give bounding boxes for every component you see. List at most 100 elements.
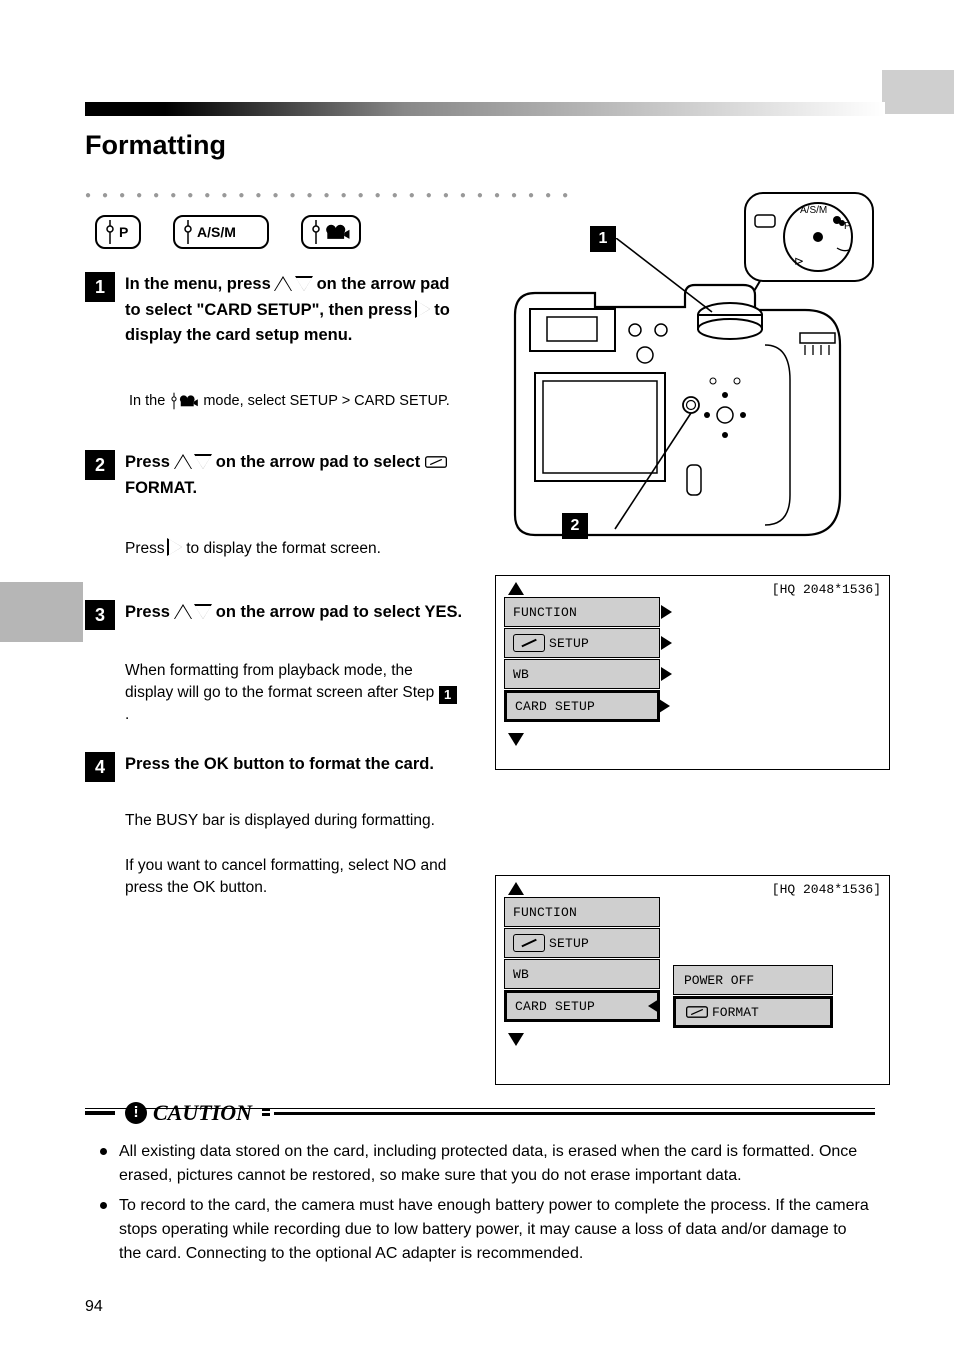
- menu-screen-2: FUNCTION SETUP WB CARD SETUP [HQ 2048*15…: [495, 875, 890, 1085]
- page: Formatting ●●●●●●●●●●●●●●●●●●●●●●●●●●●●●…: [0, 0, 954, 1346]
- movie-camera-icon: [179, 394, 199, 408]
- submenu-option-active: FORMAT: [673, 996, 833, 1028]
- up-arrow-icon: [275, 278, 291, 291]
- submenu-arrow-icon: [661, 605, 672, 619]
- step4-body: Press the OK button to format the card.: [125, 755, 434, 773]
- menu-item: WB: [504, 959, 660, 989]
- dial-glyph-icon: [169, 392, 179, 410]
- submenu-label: FORMAT: [712, 1005, 759, 1020]
- up-arrow-icon: [175, 456, 191, 469]
- step-2: 2 Press on the arrow pad to select FORMA…: [85, 450, 465, 501]
- step2-text-b: on the arrow pad to select: [216, 453, 425, 471]
- step2-note-b: to display the format screen.: [186, 540, 381, 557]
- bullet-dot-icon: [100, 1148, 107, 1155]
- up-arrow-icon: [175, 606, 191, 619]
- caution-header: ! CAUTION: [85, 1100, 875, 1126]
- step3-note-a: When formatting from playback mode, the …: [125, 662, 439, 701]
- thumb-tab: [882, 70, 954, 114]
- back-arrow-icon: [648, 999, 659, 1013]
- menu-item: FUNCTION: [504, 597, 660, 627]
- scroll-down-icon: [508, 1033, 524, 1046]
- rule-thick: [85, 1111, 115, 1115]
- callout-2: 2: [562, 513, 588, 539]
- subnote-a: In the: [129, 393, 169, 409]
- menu-item-label: WB: [513, 667, 529, 682]
- menu-item-active: CARD SETUP: [504, 990, 660, 1022]
- step-number: 3: [85, 600, 115, 630]
- right-arrow-icon: [417, 301, 430, 317]
- header-gradient: [85, 102, 885, 116]
- svg-text:⊳: ⊳: [794, 254, 804, 268]
- movie-camera-icon: [325, 221, 351, 243]
- step-4: 4 Press the OK button to format the card…: [85, 752, 465, 782]
- bullet-dot-icon: [100, 1202, 107, 1209]
- step2-text-a: Press: [125, 453, 175, 471]
- step-number: 4: [85, 752, 115, 782]
- step4-note2-text: If you want to cancel formatting, select…: [125, 857, 446, 896]
- scroll-up-icon: [508, 582, 524, 595]
- down-arrow-icon: [195, 456, 211, 469]
- step-ref-box: 1: [439, 686, 457, 704]
- step-number: 2: [85, 450, 115, 480]
- down-arrow-icon: [195, 606, 211, 619]
- mode-movie-icon: [301, 215, 361, 249]
- section-title: Formatting: [85, 130, 226, 161]
- step3-text-a: Press: [125, 603, 175, 621]
- dial-glyph-icon: [105, 219, 115, 245]
- hq-status: [HQ 2048*1536]: [772, 582, 881, 597]
- scroll-down-icon: [508, 733, 524, 746]
- caution-body: All existing data stored on the card, in…: [100, 1140, 870, 1272]
- step2-text-c: FORMAT.: [125, 479, 197, 497]
- step2-note-a: Press: [125, 540, 169, 557]
- menu-item: FUNCTION: [504, 897, 660, 927]
- menu-item-label: FUNCTION: [513, 605, 577, 620]
- mode-asm-icon: A/S/M: [173, 215, 269, 249]
- card-icon: [425, 455, 447, 469]
- step3-text-b: on the arrow pad to select YES.: [216, 603, 462, 621]
- step4-subnote-2: If you want to cancel formatting, select…: [125, 855, 485, 898]
- subnote-b: mode, select SETUP > CARD SETUP.: [203, 393, 449, 409]
- menu-item-label: SETUP: [549, 936, 589, 951]
- menu-item: SETUP: [504, 928, 660, 958]
- mode-asm-label: A/S/M: [197, 224, 236, 240]
- step3-subnote: When formatting from playback mode, the …: [125, 660, 465, 725]
- scroll-up-icon: [508, 882, 524, 895]
- submenu-label: POWER OFF: [684, 973, 754, 988]
- caution-underline: [85, 1108, 875, 1109]
- dial-glyph-icon: [183, 219, 193, 245]
- caution-bullet: To record to the card, the camera must h…: [100, 1194, 870, 1266]
- submenu-arrow-icon: [659, 699, 670, 713]
- side-margin-block: [0, 582, 83, 642]
- step-3: 3 Press on the arrow pad to select YES.: [85, 600, 465, 630]
- hq-status: [HQ 2048*1536]: [772, 882, 881, 897]
- menu-item-label: FUNCTION: [513, 905, 577, 920]
- caution-text-2: To record to the card, the camera must h…: [119, 1194, 870, 1266]
- step-1: 1 In the menu, press on the arrow pad to…: [85, 272, 465, 349]
- mode-p-icon: P: [95, 215, 141, 249]
- menu-item-label: WB: [513, 967, 529, 982]
- submenu-option: POWER OFF: [673, 965, 833, 995]
- card-icon: [686, 1005, 708, 1019]
- dial-glyph-icon: [311, 219, 321, 245]
- menu-item-active: CARD SETUP: [504, 690, 660, 722]
- card-icon: [513, 934, 545, 952]
- step4-note1-text: The BUSY bar is displayed during formatt…: [125, 812, 435, 829]
- caution-text-1: All existing data stored on the card, in…: [119, 1140, 870, 1188]
- mode-icons-row: P A/S/M: [95, 215, 361, 249]
- svg-text:P: P: [844, 221, 851, 232]
- step3-note-b: .: [125, 706, 129, 723]
- menu-item-label: CARD SETUP: [515, 699, 595, 714]
- caution-label: CAUTION: [153, 1100, 252, 1126]
- page-number: 94: [85, 1298, 103, 1316]
- menu-item-label: SETUP: [549, 636, 589, 651]
- callout-1-leader: [616, 238, 716, 318]
- menu-item: SETUP: [504, 628, 660, 658]
- right-arrow-icon: [169, 539, 182, 555]
- svg-text:A/S/M: A/S/M: [800, 205, 827, 216]
- step1-subnote: In the mode, select SETUP > CARD SETUP.: [129, 391, 469, 413]
- menu-item: WB: [504, 659, 660, 689]
- rule-thin: [274, 1112, 875, 1115]
- camera-illustration: A/S/M P ⊳: [490, 185, 885, 545]
- step-number: 1: [85, 272, 115, 302]
- menu-screen-1: FUNCTION SETUP WB CARD SETUP [HQ 2048*15…: [495, 575, 890, 770]
